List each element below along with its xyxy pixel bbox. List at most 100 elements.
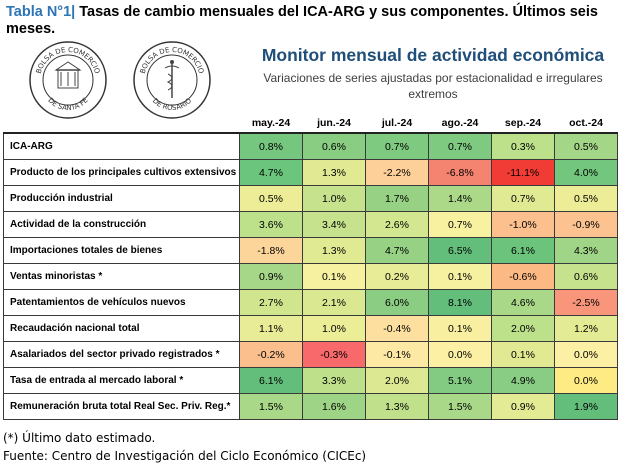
table-row: ICA-ARG 0.8% 0.6% 0.7% 0.7% 0.3% 0.5% <box>3 132 618 160</box>
value-cell: 0.2% <box>365 263 429 290</box>
report-heading: Monitor mensual de actividad económica V… <box>248 44 618 102</box>
value-cell: 1.7% <box>365 185 429 212</box>
column-header: sep.-24 <box>504 117 542 129</box>
value-cell: 0.1% <box>491 341 555 368</box>
svg-text:DE SANTA FE: DE SANTA FE <box>46 96 89 112</box>
row-label: Patentamientos de vehículos nuevos <box>3 289 240 316</box>
row-label: Producto de los principales cultivos ext… <box>3 159 240 186</box>
value-cell: 0.5% <box>554 185 618 212</box>
row-label: Recaudación nacional total <box>3 315 240 342</box>
value-cell: 2.6% <box>365 211 429 238</box>
value-cell: 2.0% <box>491 315 555 342</box>
title-separator: | <box>71 4 76 20</box>
value-cell: 0.3% <box>491 132 555 160</box>
value-cell: 1.3% <box>302 237 366 264</box>
row-label: Remuneración bruta total Real Sec. Priv.… <box>3 393 240 420</box>
value-cell: 1.2% <box>554 315 618 342</box>
header-blank <box>4 114 240 133</box>
footnote: (*) Último dato estimado. <box>3 431 156 445</box>
table-row: Patentamientos de vehículos nuevos 2.7% 2.… <box>3 289 618 316</box>
value-cell: 0.5% <box>554 132 618 160</box>
column-header: ago.-24 <box>441 117 479 129</box>
value-cell: 5.1% <box>428 367 492 394</box>
value-cell: 3.3% <box>302 367 366 394</box>
value-cell: 0.0% <box>428 341 492 368</box>
value-cell: 0.7% <box>428 211 492 238</box>
value-cell: -0.6% <box>491 263 555 290</box>
value-cell: 2.0% <box>365 367 429 394</box>
value-cell: 0.0% <box>554 367 618 394</box>
row-label: Producción industrial <box>3 185 240 212</box>
header-row: may.-24 jun.-24 jul.-24 ago.-24 sep.-24 … <box>4 114 618 133</box>
value-cell: 4.3% <box>554 237 618 264</box>
value-cell: 1.9% <box>554 393 618 420</box>
value-cell: 2.7% <box>239 289 303 316</box>
value-cell: 8.1% <box>428 289 492 316</box>
value-cell: 0.7% <box>365 132 429 160</box>
value-cell: 0.0% <box>554 341 618 368</box>
value-cell: 6.1% <box>491 237 555 264</box>
report-description: Variaciones de series ajustadas por esta… <box>263 71 603 101</box>
value-cell: -1.0% <box>491 211 555 238</box>
table-row: Importaciones totales de bienes -1.8% 1.3%… <box>3 237 618 264</box>
table-row: Recaudación nacional total 1.1% 1.0% -0.4% 0… <box>3 315 618 342</box>
value-cell: 4.0% <box>554 159 618 186</box>
value-cell: -0.9% <box>554 211 618 238</box>
row-label: ICA-ARG <box>3 132 240 160</box>
value-cell: -2.2% <box>365 159 429 186</box>
value-cell: -0.3% <box>302 341 366 368</box>
value-cell: 6.1% <box>239 367 303 394</box>
row-label: Actividad de la construcción <box>3 211 240 238</box>
data-table: may.-24 jun.-24 jul.-24 ago.-24 sep.-24 … <box>3 114 618 420</box>
source-note: Fuente: Centro de Investigación del Cicl… <box>3 449 367 463</box>
value-cell: -11.1% <box>491 159 555 186</box>
value-cell: 4.6% <box>491 289 555 316</box>
row-label: Tasa de entrada al mercado laboral * <box>3 367 240 394</box>
value-cell: 0.1% <box>302 263 366 290</box>
value-cell: 1.3% <box>365 393 429 420</box>
value-cell: 0.6% <box>554 263 618 290</box>
value-cell: 0.9% <box>491 393 555 420</box>
value-cell: -0.1% <box>365 341 429 368</box>
value-cell: 4.7% <box>239 159 303 186</box>
value-cell: 1.6% <box>302 393 366 420</box>
table-number: Tabla N°1 <box>6 4 72 20</box>
value-cell: 0.8% <box>239 132 303 160</box>
value-cell: -0.2% <box>239 341 303 368</box>
row-label: Asalariados del sector privado registrad… <box>3 341 240 368</box>
report-name: Monitor mensual de actividad económica <box>261 45 605 65</box>
value-cell: 0.1% <box>428 263 492 290</box>
table-title: Tabla N°1| Tasas de cambio mensuales del… <box>6 4 618 38</box>
value-cell: 1.0% <box>302 185 366 212</box>
table-row: Producción industrial 0.5% 1.0% 1.7% 1.4% 0.7… <box>3 185 618 212</box>
value-cell: 1.3% <box>302 159 366 186</box>
column-header: oct.-24 <box>569 117 603 129</box>
value-cell: 3.6% <box>239 211 303 238</box>
table-row: Tasa de entrada al mercado laboral * 6.1%… <box>3 367 618 394</box>
table-row: Producto de los principales cultivos ext… <box>3 159 618 186</box>
svg-text:DE ROSARIO: DE ROSARIO <box>151 96 194 112</box>
value-cell: 0.6% <box>302 132 366 160</box>
value-cell: -0.4% <box>365 315 429 342</box>
value-cell: -6.8% <box>428 159 492 186</box>
value-cell: 2.1% <box>302 289 366 316</box>
column-header: jun.-24 <box>317 117 351 129</box>
column-header: may.-24 <box>251 117 291 129</box>
table-row: Asalariados del sector privado registrad… <box>3 341 618 368</box>
value-cell: 3.4% <box>302 211 366 238</box>
value-cell: 4.7% <box>365 237 429 264</box>
value-cell: 1.0% <box>302 315 366 342</box>
table-row: Ventas minoristas * 0.9% 0.1% 0.2% 0.1% -0.6%… <box>3 263 618 290</box>
row-label: Importaciones totales de bienes <box>3 237 240 264</box>
value-cell: 4.9% <box>491 367 555 394</box>
row-label: Ventas minoristas * <box>3 263 240 290</box>
value-cell: 6.0% <box>365 289 429 316</box>
value-cell: 0.9% <box>239 263 303 290</box>
table-row: Remuneración bruta total Real Sec. Priv.… <box>3 393 618 420</box>
value-cell: -2.5% <box>554 289 618 316</box>
table-row: Actividad de la construcción 3.6% 3.4% 2.6%… <box>3 211 618 238</box>
value-cell: 6.5% <box>428 237 492 264</box>
value-cell: 1.1% <box>239 315 303 342</box>
value-cell: 1.4% <box>428 185 492 212</box>
value-cell: 1.5% <box>239 393 303 420</box>
